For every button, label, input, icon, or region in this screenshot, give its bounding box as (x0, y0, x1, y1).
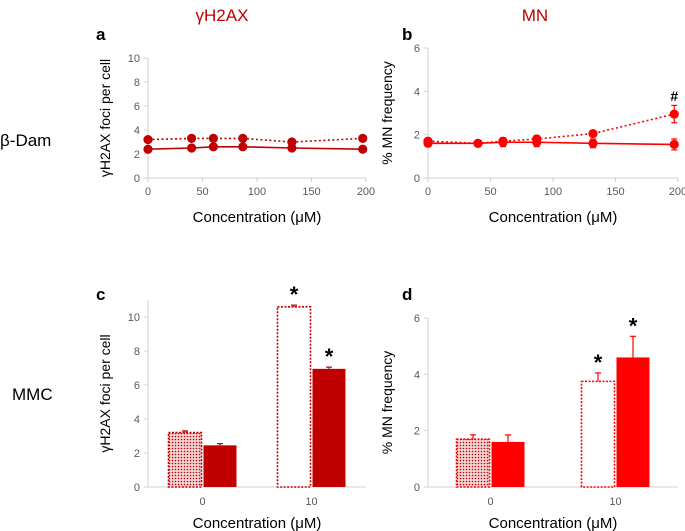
panel-letter-a: a (96, 25, 106, 44)
panel-a-x-tick-label: 200 (357, 186, 375, 198)
panel-c-y-tick-label: 0 (134, 482, 140, 494)
panel-a-line-chart: 0 2 4 6 8 10 Concentration (μM) γH2AX foci per … (97, 53, 375, 226)
panel-d-y-tick-label: 4 (414, 369, 420, 381)
panel-a-series-solid-line (147, 146, 363, 150)
panel-c-y-tick-label: 10 (128, 312, 140, 324)
panel-letter-d: d (402, 285, 412, 304)
panel-b-x-tick-label: 100 (544, 186, 562, 198)
panel-a-y-tick-label: 8 (134, 77, 140, 89)
panel-a-data-point (287, 143, 297, 153)
panel-b-x-axis-label: Concentration (μM) (489, 209, 618, 226)
panel-c-x-tick-label: 0 (199, 496, 205, 508)
panel-b-y-tick-label: 0 (414, 173, 420, 185)
panel-a-y-axis-label: γH2AX foci per cell (97, 59, 113, 177)
panel-c-x-axis-label: Concentration (μM) (193, 515, 322, 531)
panel-d-significance-star: * (594, 350, 603, 375)
panel-c-bar-filled-10 (312, 368, 346, 487)
panel-d-significance-star: * (629, 313, 638, 338)
panel-b-y-tick-label: 4 (414, 86, 420, 98)
panel-d-bar-hatched-0 (455, 438, 491, 488)
panel-b-data-point (532, 137, 542, 147)
panel-a-data-point (208, 133, 218, 143)
panel-c-y-tick-label: 2 (134, 448, 140, 460)
panel-d-x-tick-label: 10 (609, 496, 621, 508)
panel-a-x-axis-label: Concentration (μM) (193, 209, 322, 226)
panel-b-data-point (669, 139, 679, 150)
panel-a-x-tick-label: 100 (248, 186, 266, 198)
panel-a-data-point (187, 143, 197, 153)
panel-a-data-point (143, 144, 153, 154)
panel-a-x-tick-label: 50 (196, 186, 208, 198)
panel-a-data-point (187, 133, 197, 143)
panel-a-data-point (208, 142, 218, 152)
row-label-bdam: β-Dam (0, 131, 51, 150)
panel-d-x-axis-label: Concentration (μM) (489, 515, 618, 531)
panel-c-significance-star: * (325, 344, 334, 369)
panel-d-bar-hatched-10 (580, 380, 616, 488)
panel-b-series-solid-line (428, 141, 675, 146)
panel-c-bar-filled-0 (203, 445, 237, 487)
panel-b-x-tick-label: 150 (606, 186, 624, 198)
panel-b-x-tick-label: 200 (669, 186, 685, 198)
panel-a-y-tick-label: 6 (134, 101, 140, 113)
panel-d-y-tick-label: 6 (414, 313, 420, 325)
panel-b-data-point (588, 128, 598, 139)
panel-b-series-dotted-line (427, 113, 675, 145)
panel-a-x-tick-label: 150 (302, 186, 320, 198)
panel-d-y-tick-label: 2 (414, 426, 420, 438)
panel-b-y-tick-label: 2 (414, 130, 420, 142)
panel-c-x-tick-label: 10 (305, 496, 317, 508)
panel-c-y-tick-label: 8 (134, 346, 140, 358)
panel-b-data-point (669, 109, 679, 119)
panel-b-x-tick-label: 50 (484, 186, 496, 198)
panel-b-data-point (473, 138, 483, 148)
panel-c-y-tick-label: 4 (134, 414, 140, 426)
panel-d-y-axis-label: % MN frequency (379, 351, 395, 454)
panel-b-data-point (423, 138, 433, 148)
panel-d-y-tick-label: 0 (414, 482, 420, 494)
panel-a-y-tick-label: 2 (134, 149, 140, 161)
panel-c-bar-hatched-0 (167, 431, 203, 488)
panel-a-x-tick-label: 0 (145, 186, 151, 198)
panel-b-annotation: # (670, 88, 678, 104)
panel-c-y-tick-label: 6 (134, 380, 140, 392)
panel-a-y-tick-label: 10 (128, 53, 140, 65)
column-title-mn: MN (522, 6, 548, 25)
panel-a-y-tick-label: 0 (134, 173, 140, 185)
panel-d-bar-filled-0 (491, 441, 525, 487)
panel-b-line-chart: 0 2 4 6 Concentration (μM) % MN frequency 0 50 1… (379, 43, 685, 226)
panel-a-series-dotted-line (147, 137, 363, 143)
panel-letter-b: b (402, 25, 412, 44)
panel-d-bar-chart: 0 2 4 6 Concentration (μM) % MN frequency 0 10 *… (379, 313, 678, 531)
panel-c-y-axis-label: γH2AX foci per cell (97, 334, 113, 452)
panel-b-data-point (498, 137, 508, 147)
panel-a-data-point (238, 142, 248, 152)
panel-d-x-tick-label: 0 (487, 496, 493, 508)
panel-c-bar-hatched-10 (276, 305, 312, 488)
panel-c-significance-star: * (290, 282, 299, 307)
panel-a-y-tick-label: 4 (134, 125, 140, 137)
panel-b-y-tick-label: 6 (414, 43, 420, 55)
panel-d-bar-filled-10 (616, 357, 650, 487)
panel-a-data-point (143, 135, 153, 145)
panel-b-y-axis-label: % MN frequency (379, 61, 395, 164)
panel-b-data-point (588, 138, 598, 148)
row-label-mmc: MMC (12, 385, 53, 404)
column-title-gh2ax: γH2AX (196, 6, 249, 25)
panel-a-data-point (358, 133, 368, 143)
panel-letter-c: c (96, 285, 105, 304)
panel-a-data-point (358, 144, 368, 154)
panel-c-bar-chart: 0 2 4 6 8 10 Concentration (μM) γH2AX foci per … (97, 282, 366, 531)
panel-b-x-tick-label: 0 (425, 186, 431, 198)
panel-a-data-point (238, 133, 248, 143)
